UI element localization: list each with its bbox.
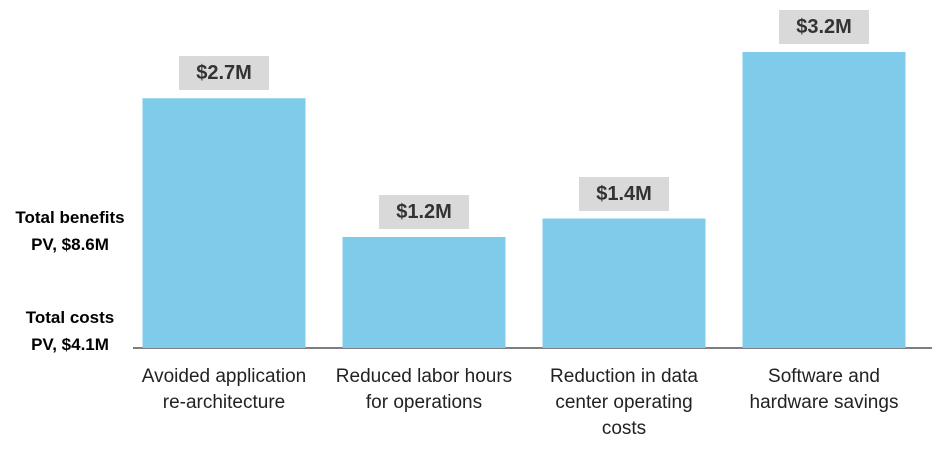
annotation: Total benefits PV, $8.6M [15, 208, 125, 254]
annotation: Total costs PV, $4.1M [25, 308, 115, 354]
bar [542, 218, 706, 348]
bar [742, 52, 906, 348]
bar [142, 98, 306, 348]
x-tick-label: Reduction in data center operating costs [550, 366, 698, 439]
value-label: $3.2M [779, 10, 869, 44]
value-label: $1.2M [379, 195, 469, 229]
bar [342, 237, 506, 348]
x-tick-label: Software and hardware savings [749, 366, 899, 413]
x-tick-label: Reduced labor hours for operations [335, 366, 513, 413]
value-label: $1.4M [579, 176, 669, 211]
value-label: $2.7M [179, 56, 269, 91]
x-tick-label: Avoided application re-architecture [141, 366, 307, 413]
